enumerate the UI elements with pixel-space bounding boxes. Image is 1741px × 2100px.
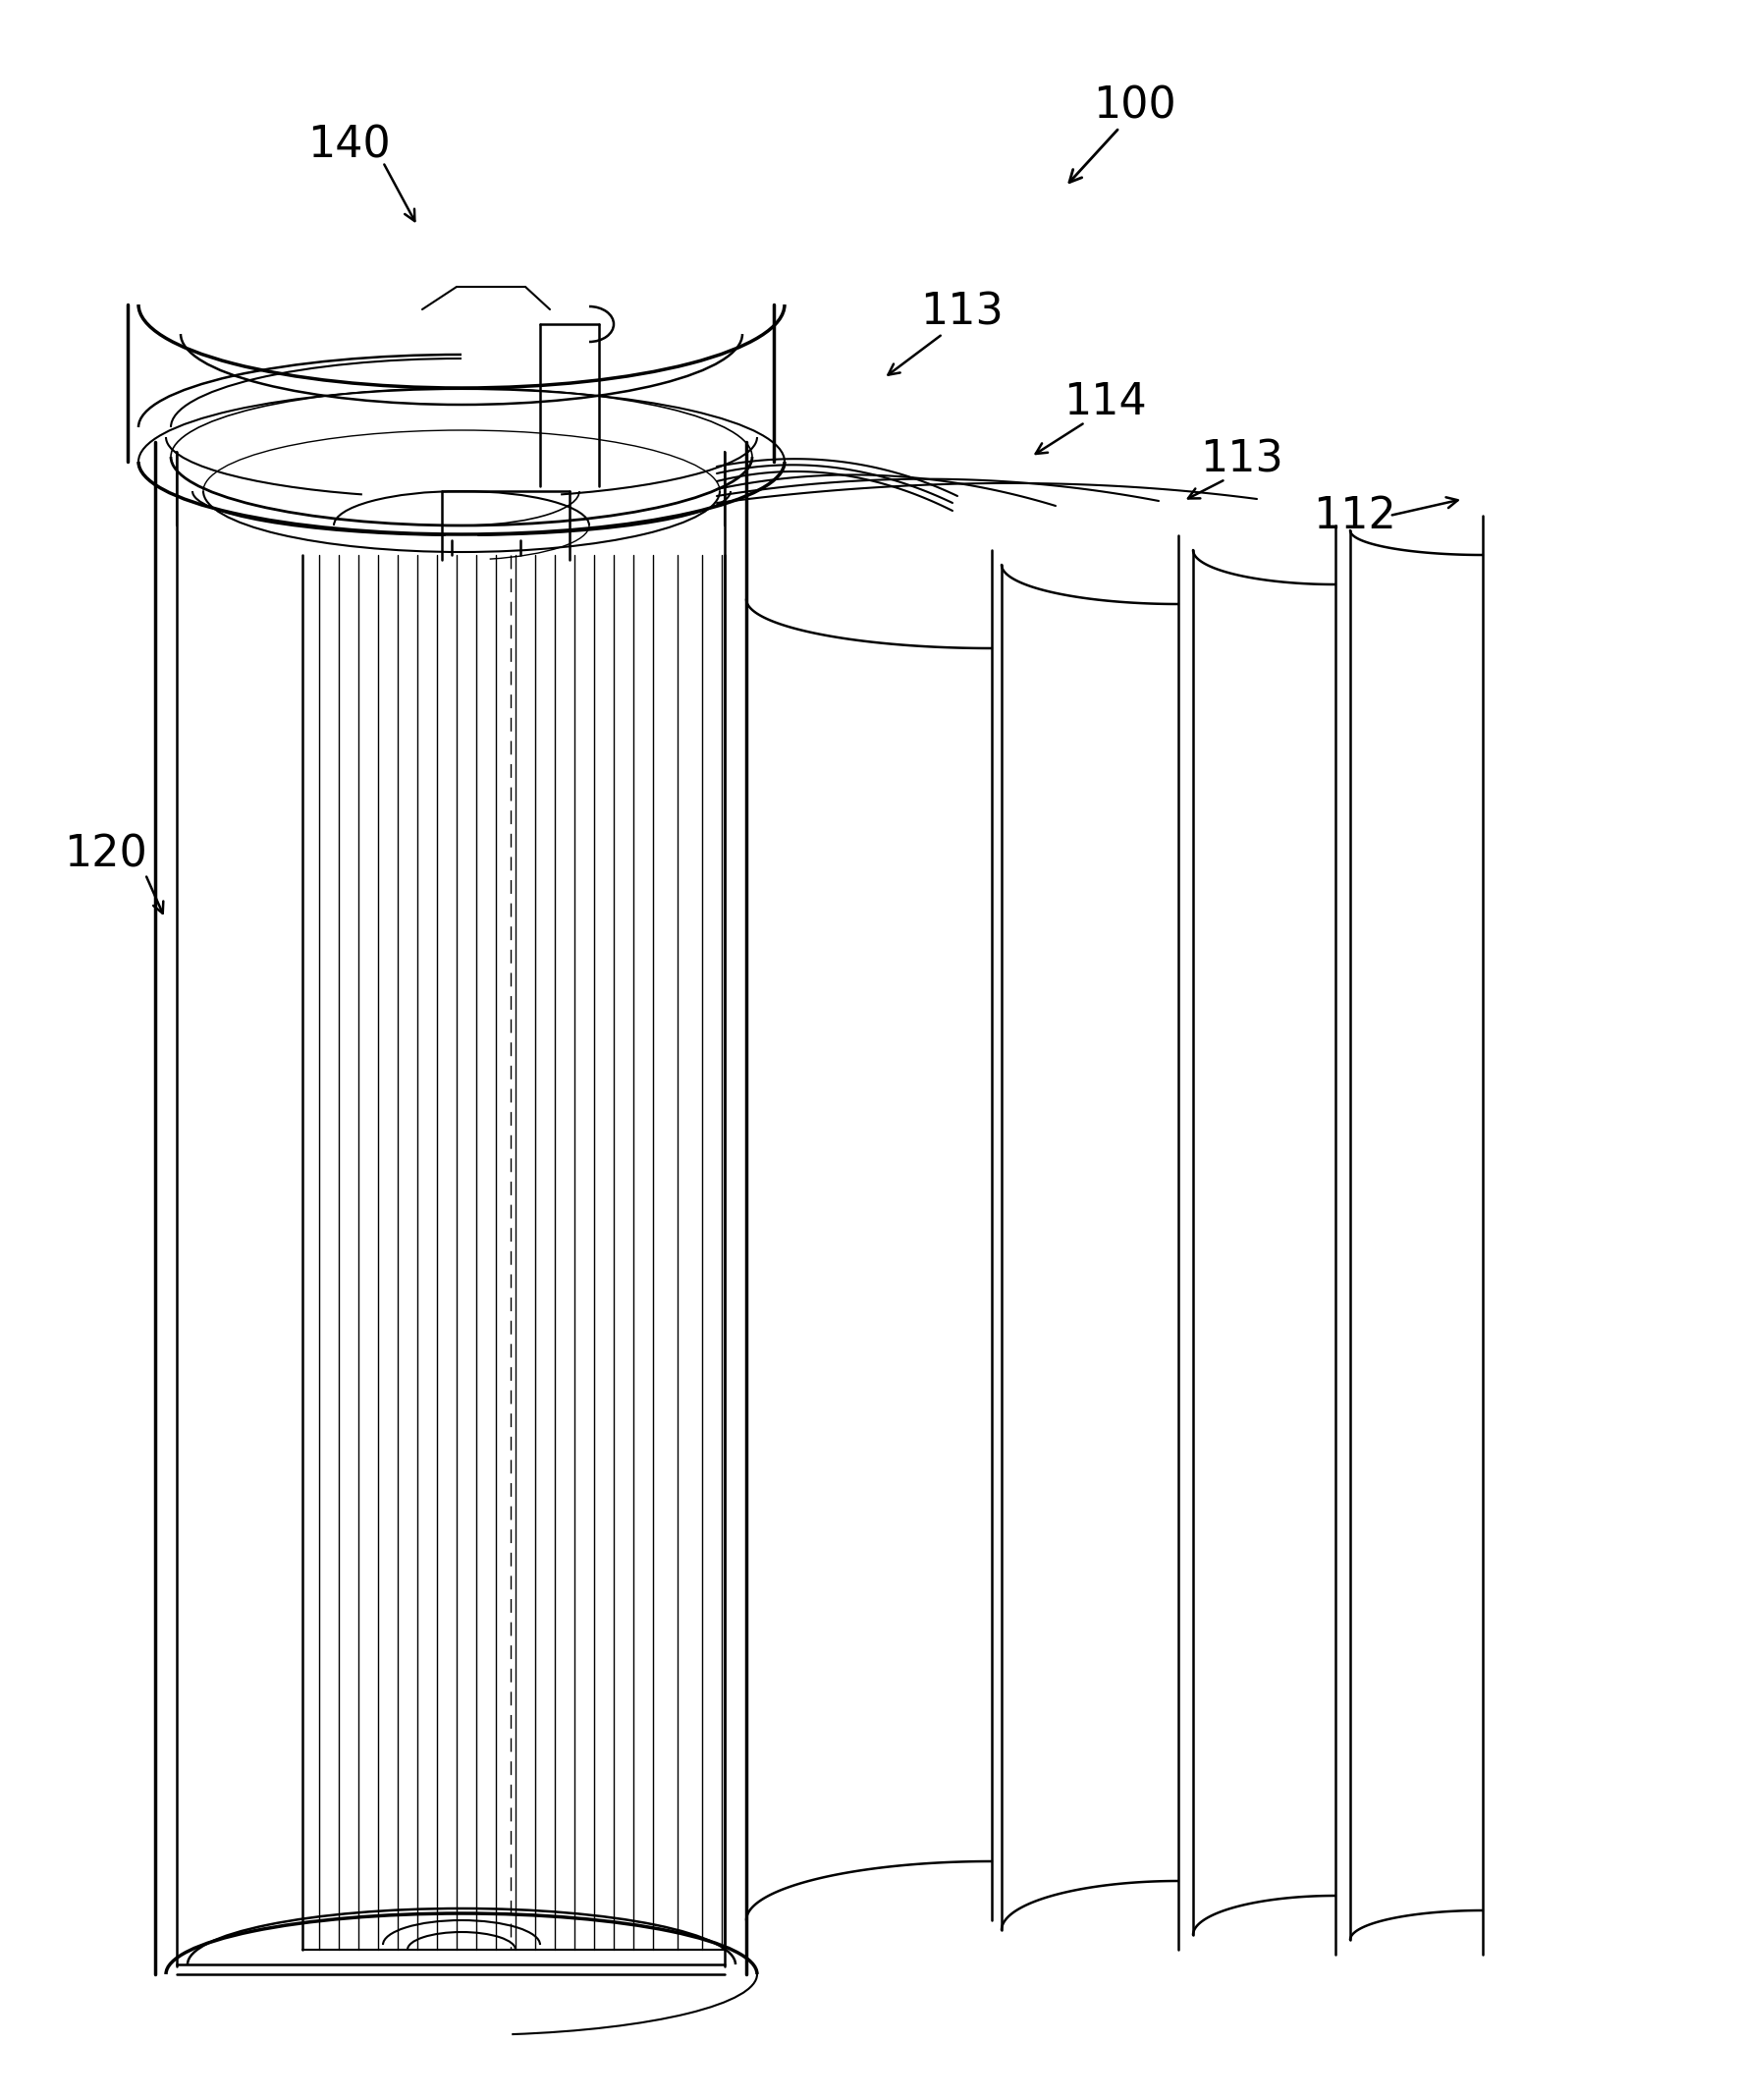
Text: 114: 114: [1064, 382, 1146, 424]
Text: 120: 120: [64, 834, 148, 876]
Text: 112: 112: [1313, 496, 1396, 538]
Text: 113: 113: [921, 292, 1005, 334]
Text: 140: 140: [306, 124, 390, 166]
Text: 100: 100: [1093, 84, 1175, 128]
Text: 113: 113: [1201, 439, 1283, 481]
